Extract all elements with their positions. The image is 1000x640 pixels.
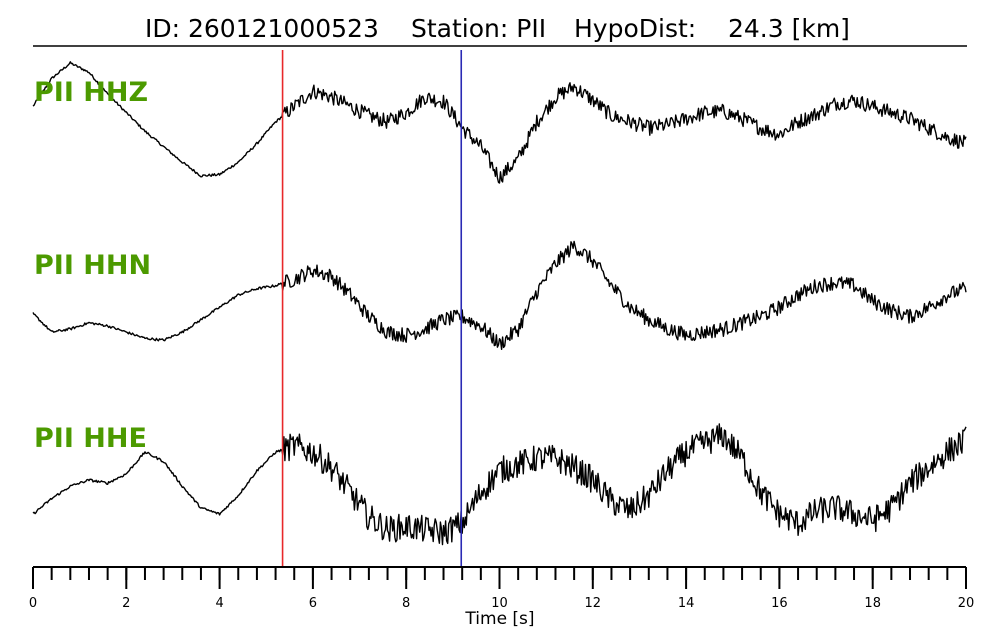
- title-event-id: ID: 260121000523: [145, 14, 379, 43]
- x-tick-label: 0: [29, 596, 37, 611]
- channel-label-hhn: PII HHN: [34, 250, 151, 281]
- x-tick-label: 6: [309, 596, 317, 611]
- trace-line-hhn: [32, 240, 967, 350]
- picks-group: [281, 50, 463, 567]
- x-tick-label: 18: [864, 596, 881, 611]
- x-tick-label: 20: [958, 596, 975, 611]
- x-tick-label: 8: [402, 596, 410, 611]
- traces-group: [32, 61, 967, 546]
- x-tick-label: 14: [678, 596, 695, 611]
- x-tick-label: 2: [122, 596, 130, 611]
- channel-label-hhz: PII HHZ: [34, 77, 148, 108]
- x-tick-label: 10: [491, 596, 508, 611]
- trace-line-hhe: [32, 423, 967, 546]
- title-hypodist: HypoDist: 24.3 [km]: [574, 14, 850, 43]
- trace-line-hhz: [32, 61, 967, 184]
- channel-label-hhe: PII HHE: [34, 423, 147, 454]
- x-axis-label: Time [s]: [464, 609, 534, 629]
- x-tick-label: 16: [771, 596, 788, 611]
- title-station: Station: PII: [411, 14, 546, 43]
- x-tick-label: 4: [215, 596, 223, 611]
- x-axis: 0 2 4 6 8 10 12 14 16 18 20: [29, 566, 975, 611]
- x-tick-label: 12: [585, 596, 602, 611]
